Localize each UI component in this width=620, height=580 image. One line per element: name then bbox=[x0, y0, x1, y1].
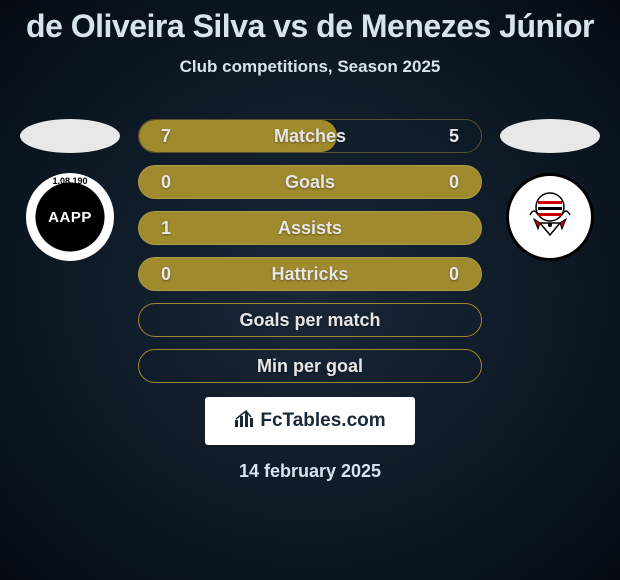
left-club-badge: 1.08.190 AAPP bbox=[26, 173, 114, 261]
chart-icon bbox=[234, 410, 254, 433]
stat-left-value: 1 bbox=[161, 218, 181, 239]
stat-label: Goals per match bbox=[239, 310, 380, 331]
right-club-crest bbox=[515, 182, 585, 252]
stat-label: Matches bbox=[274, 126, 346, 147]
subtitle: Club competitions, Season 2025 bbox=[180, 57, 441, 77]
watermark-badge[interactable]: FcTables.com bbox=[205, 397, 415, 445]
stat-bar-assists: 1 Assists bbox=[138, 211, 482, 245]
stats-column: 7 Matches 5 0 Goals 0 1 Assists 0 Hattricks 0 Goals… bbox=[138, 119, 482, 383]
stat-bar-goals-per-match: Goals per match bbox=[138, 303, 482, 337]
stat-left-value: 7 bbox=[161, 126, 181, 147]
stat-label: Min per goal bbox=[257, 356, 363, 377]
stat-left-value: 0 bbox=[161, 172, 181, 193]
comparison-card: de Oliveira Silva vs de Menezes Júnior C… bbox=[0, 0, 620, 482]
stat-right-value: 0 bbox=[439, 172, 459, 193]
page-title: de Oliveira Silva vs de Menezes Júnior bbox=[26, 8, 594, 45]
left-club-arc-text: 1.08.190 bbox=[26, 176, 114, 186]
stat-bar-matches: 7 Matches 5 bbox=[138, 119, 482, 153]
stat-label: Assists bbox=[278, 218, 342, 239]
left-player-col: 1.08.190 AAPP bbox=[20, 119, 120, 261]
stat-label: Hattricks bbox=[271, 264, 348, 285]
stat-bar-hattricks: 0 Hattricks 0 bbox=[138, 257, 482, 291]
stat-left-value: 0 bbox=[161, 264, 181, 285]
stat-right-value: 0 bbox=[439, 264, 459, 285]
right-club-badge bbox=[506, 173, 594, 261]
right-player-col bbox=[500, 119, 600, 261]
left-club-initials: AAPP bbox=[48, 209, 92, 226]
stat-bar-min-per-goal: Min per goal bbox=[138, 349, 482, 383]
stat-right-value: 5 bbox=[439, 126, 459, 147]
date-label: 14 february 2025 bbox=[239, 461, 381, 482]
right-player-avatar bbox=[500, 119, 600, 153]
main-row: 1.08.190 AAPP 7 Matches 5 0 Goals 0 1 Assists 0 H… bbox=[0, 119, 620, 383]
watermark-text: FcTables.com bbox=[260, 410, 385, 432]
stat-label: Goals bbox=[285, 172, 335, 193]
corinthians-crest-icon bbox=[520, 187, 580, 247]
left-player-avatar bbox=[20, 119, 120, 153]
stat-bar-goals: 0 Goals 0 bbox=[138, 165, 482, 199]
